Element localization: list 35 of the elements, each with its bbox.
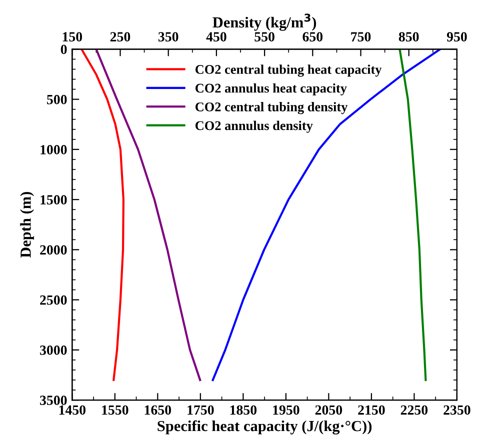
y-tick-label: 1000: [40, 145, 67, 154]
line-series: [80, 49, 124, 382]
legend-label: CO2 annulus density: [195, 120, 313, 133]
x2-tick-label: 650: [302, 32, 323, 42]
y-tick-label: 2000: [40, 245, 67, 255]
x2-tick-label: 550: [254, 32, 274, 42]
x2-tick-label: 850: [398, 32, 419, 42]
x-tick-label: 1950: [273, 405, 300, 415]
y-axis-title: Depth (m): [20, 192, 34, 258]
x2-tick-label: 950: [446, 32, 467, 42]
x2-axis-title: Density (kg/m$^{3}$): [212, 14, 316, 31]
x2-tick-label: 350: [158, 32, 178, 42]
legend-label: CO2 annulus heat capacity: [195, 83, 347, 96]
y-tick-label: 2500: [40, 295, 67, 305]
x-tick-label: 2350: [444, 405, 470, 415]
x-tick-label: 1450: [59, 405, 86, 415]
x-tick-label: 1550: [102, 405, 128, 415]
x2-tick-label: 750: [351, 32, 371, 42]
x-tick-label: 1650: [144, 405, 172, 415]
legend-label: CO2 central tubing density: [195, 102, 348, 114]
y-tick-label: 0: [60, 44, 67, 54]
y-tick-label: 3500: [40, 396, 67, 406]
x-tick-label: 1750: [188, 405, 214, 415]
x-tick-label: 2150: [358, 405, 385, 415]
x-tick-label: 2250: [400, 405, 428, 415]
x2-tick-label: 450: [206, 32, 226, 42]
x2-tick-label: 150: [62, 32, 82, 42]
y-tick-label: 500: [47, 94, 67, 104]
x-tick-label: 2050: [315, 405, 342, 415]
y-tick-label: 1500: [40, 195, 67, 205]
legend-label: CO2 central tubing heat capacity: [195, 64, 382, 77]
x-tick-label: 1850: [230, 405, 257, 415]
y-tick-label: 3000: [40, 346, 67, 355]
x2-tick-label: 250: [110, 32, 130, 42]
x-axis-title: Specific heat capacity (J/(kg·°C)): [158, 420, 372, 434]
